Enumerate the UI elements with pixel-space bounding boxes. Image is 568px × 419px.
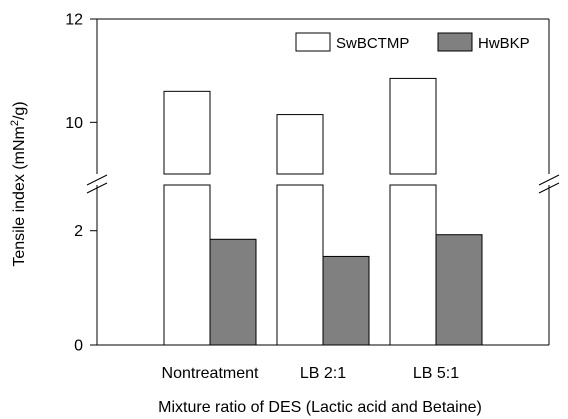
x-tick-label: LB 2:1	[300, 365, 346, 382]
bar-hwbkp	[435, 234, 483, 346]
x-tick-label: Nontreatment	[162, 365, 259, 382]
bar-hwbkp	[322, 255, 370, 346]
x-axis-title: Mixture ratio of DES (Lactic acid and Be…	[158, 399, 482, 416]
bar-swbctmp-lower	[389, 184, 437, 346]
axes-layer	[86, 18, 560, 346]
y-tick-label: 2	[74, 223, 83, 240]
y-axis-title: Tensile index (mNm2/g)	[9, 101, 28, 266]
bar-swbctmp-lower	[276, 184, 324, 346]
bar-swbctmp-lower	[163, 184, 211, 346]
axis-break-right-b	[538, 182, 560, 194]
bar-hwbkp	[209, 238, 257, 346]
bar-swbctmp-upper	[276, 114, 324, 175]
y-tick-label: 0	[74, 338, 83, 355]
bar-swbctmp-upper	[389, 77, 437, 175]
legend-swatch-swbctmp	[295, 32, 331, 52]
bars-layer	[163, 77, 483, 346]
y-tick-label: 10	[65, 115, 83, 132]
axis-break-left-b	[86, 182, 108, 194]
x-tick-label: LB 5:1	[413, 365, 459, 382]
y-tick-label: 12	[65, 12, 83, 29]
legend-swatch-hwbkp	[437, 32, 473, 52]
axis-break-right-a	[538, 174, 560, 186]
ticks-layer: Nontreatment LB 2:1 LB 5:1 0 2 10 12	[65, 12, 459, 383]
legend-label-hwbkp: HwBKP	[478, 35, 530, 52]
bar-swbctmp-upper	[163, 90, 211, 175]
legend: SwBCTMP HwBKP	[295, 32, 530, 52]
axis-break-left-a	[86, 174, 108, 186]
legend-label-swbctmp: SwBCTMP	[336, 35, 409, 52]
